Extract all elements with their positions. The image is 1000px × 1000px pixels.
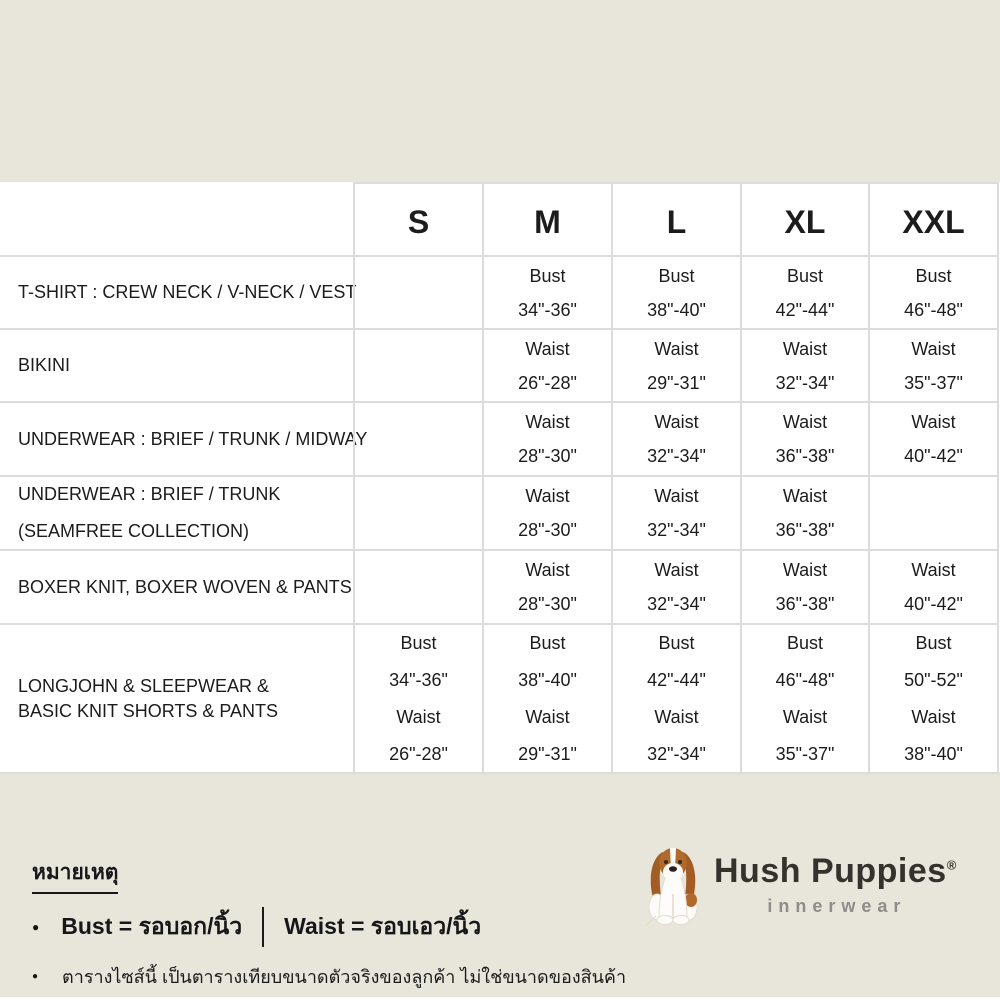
row-label: BOXER KNIT, BOXER WOVEN & PANTS [0,549,353,623]
notes-legend-row: ● Bust = รอบอก/นิ้ว Waist = รอบเอว/นิ้ว [32,907,626,947]
notes-section: หมายเหตุ ● Bust = รอบอก/นิ้ว Waist = รอบ… [32,856,626,991]
size-cell-xxl: Bust 50"-52" Waist 38"-40" [868,623,997,772]
size-cell-m: Waist 28"-30" [482,549,611,623]
row-label: LONGJOHN & SLEEPWEAR & BASIC KNIT SHORTS … [0,623,353,772]
size-cell-l: Bust 42"-44" Waist 32"-34" [611,623,740,772]
size-cell-m: Waist 26"-28" [482,328,611,401]
size-chart-table: S M L XL XXL T-SHIRT : CREW NECK / V-NECK / V… [0,182,999,774]
waist-legend: Waist = รอบเอว/นิ้ว [284,913,482,939]
size-cell-m: Waist 28"-30" [482,401,611,475]
bullet-icon: ● [32,971,39,982]
brand-name-row: Hush Puppies® [714,852,957,891]
size-cell-s [353,255,482,328]
size-cell-s [353,328,482,401]
bust-legend: Bust = รอบอก/นิ้ว [61,913,243,939]
column-header-s: S [353,182,482,255]
size-cell-xxl: Waist 35"-37" [868,328,997,401]
size-cell-s: Bust 34"-36" Waist 26"-28" [353,623,482,772]
size-cell-s [353,475,482,549]
size-cell-m: Waist 28"-30" [482,475,611,549]
column-header-xl: XL [740,182,868,255]
size-cell-l: Waist 32"-34" [611,549,740,623]
size-cell-xxl [868,475,997,549]
size-cell-xxl: Waist 40"-42" [868,401,997,475]
size-cell-l: Waist 32"-34" [611,475,740,549]
size-cell-xl: Waist 36"-38" [740,549,868,623]
basset-hound-dog-icon [644,848,698,927]
size-cell-l: Waist 32"-34" [611,401,740,475]
size-cell-l: Bust 38"-40" [611,255,740,328]
size-cell-xxl: Waist 40"-42" [868,549,997,623]
disclaimer-text: ตารางไซส์นี้ เป็นตารางเทียบขนาดตัวจริงขอ… [62,967,627,987]
brand-subtitle: innerwear [767,895,907,916]
size-cell-m: Bust 38"-40" Waist 29"-31" [482,623,611,772]
table-band: S M L XL XXL T-SHIRT : CREW NECK / V-NECK / V… [0,182,1000,774]
row-label: UNDERWEAR : BRIEF / TRUNK / MIDWAY [0,401,367,475]
row-label: BIKINI [0,328,353,401]
size-cell-xxl: Bust 46"-48" [868,255,997,328]
bottom-strip [0,997,1000,1000]
notes-disclaimer-row: ● ตารางไซส์นี้ เป็นตารางเทียบขนาดตัวจริง… [32,962,626,991]
size-cell-l: Waist 29"-31" [611,328,740,401]
size-cell-m: Bust 34"-36" [482,255,611,328]
row-label: T-SHIRT : CREW NECK / V-NECK / VEST [0,255,356,328]
size-cell-xl: Bust 42"-44" [740,255,868,328]
column-header-m: M [482,182,611,255]
brand-text: Hush Puppies® innerwear [714,852,957,917]
corner-cell [0,182,353,255]
size-cell-s [353,401,482,475]
bullet-icon: ● [32,920,40,934]
notes-heading: หมายเหตุ [32,856,119,894]
registered-mark-icon: ® [946,857,957,873]
row-label: UNDERWEAR : BRIEF / TRUNK (SEAMFREE COLLE… [0,475,353,549]
column-header-xxl: XXL [868,182,997,255]
column-header-l: L [611,182,740,255]
legend-divider [262,907,265,947]
size-cell-s [353,549,482,623]
size-cell-xl: Bust 46"-48" Waist 35"-37" [740,623,868,772]
size-cell-xl: Waist 36"-38" [740,401,868,475]
brand-name: Hush Puppies [714,851,947,890]
size-cell-xl: Waist 36"-38" [740,475,868,549]
size-cell-xl: Waist 32"-34" [740,328,868,401]
brand-logo: Hush Puppies® innerwear [644,836,957,932]
